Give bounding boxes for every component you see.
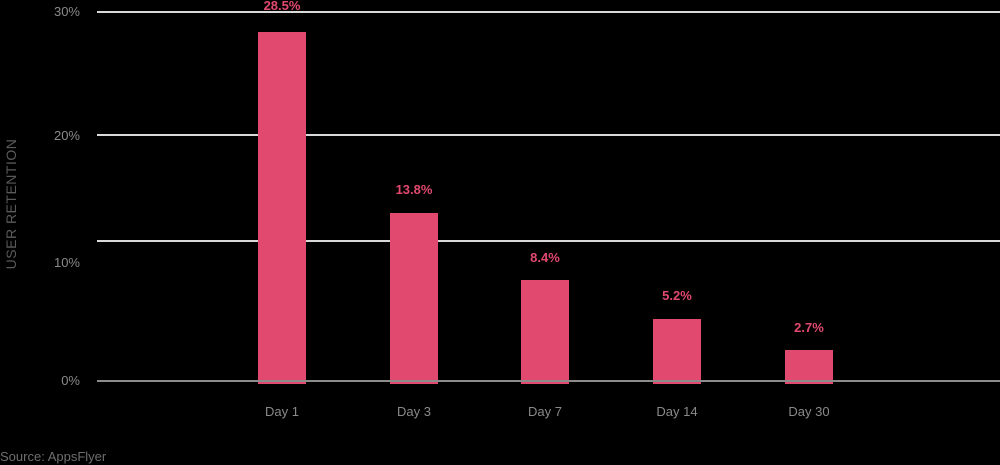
source-note: Source: AppsFlyer: [0, 449, 107, 464]
gridline-10: [97, 240, 1000, 242]
y-tick-30: 30%: [53, 4, 80, 19]
bar-label-day-3: 13.8%: [395, 182, 433, 197]
y-axis-title: USER RETENTION: [3, 138, 19, 270]
bar-day-1: [258, 32, 306, 384]
x-tick-day-14: Day 14: [656, 404, 698, 419]
bar-day-7: [521, 280, 569, 384]
bar-label-day-30: 2.7%: [794, 320, 824, 335]
x-tick-day-30: Day 30: [788, 404, 830, 419]
bar-label-day-7: 8.4%: [530, 250, 560, 265]
y-tick-0: 0%: [61, 373, 80, 388]
bar-day-30: [785, 350, 833, 384]
baseline-0: [97, 380, 1000, 382]
y-tick-20: 20%: [53, 128, 80, 143]
bar-day-3: [390, 213, 438, 384]
bar-day-14: [653, 319, 701, 384]
bar-label-day-1: 28.5%: [263, 0, 301, 13]
x-tick-day-3: Day 3: [397, 404, 431, 419]
x-tick-day-7: Day 7: [528, 404, 562, 419]
y-tick-10: 10%: [53, 255, 80, 270]
bar-label-day-14: 5.2%: [662, 288, 692, 303]
gridline-30: [97, 11, 1000, 13]
x-tick-day-1: Day 1: [265, 404, 299, 419]
gridline-20: [97, 134, 1000, 136]
